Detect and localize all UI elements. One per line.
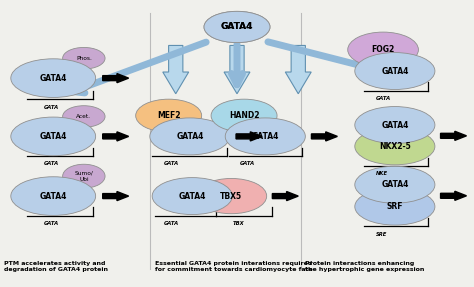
Ellipse shape — [196, 179, 267, 214]
Ellipse shape — [204, 11, 270, 42]
Text: NKX2-5: NKX2-5 — [379, 142, 411, 151]
Text: GATA: GATA — [239, 161, 255, 166]
Text: NKE: NKE — [376, 171, 388, 176]
Text: SRF: SRF — [387, 202, 403, 211]
Text: GATA4: GATA4 — [221, 22, 253, 32]
FancyArrow shape — [103, 132, 128, 141]
Text: HAND2: HAND2 — [229, 111, 259, 120]
Text: GATA: GATA — [44, 161, 59, 166]
Text: GATA4: GATA4 — [176, 132, 203, 141]
Text: GATA4: GATA4 — [381, 121, 409, 129]
Text: GATA4: GATA4 — [252, 132, 279, 141]
FancyArrow shape — [236, 132, 262, 141]
Text: GATA4: GATA4 — [39, 74, 67, 83]
Text: GATA4: GATA4 — [381, 180, 409, 189]
Text: Protein interactions enhancing
the hypertrophic gene expression: Protein interactions enhancing the hyper… — [305, 261, 425, 272]
Text: GATA4: GATA4 — [221, 22, 253, 32]
Polygon shape — [224, 45, 250, 94]
Text: Acet.: Acet. — [76, 114, 91, 119]
Text: Essential GATA4 protein interations required
for commitment towards cardiomyocyt: Essential GATA4 protein interations requ… — [155, 261, 312, 272]
Ellipse shape — [355, 53, 435, 90]
Ellipse shape — [204, 11, 270, 42]
Ellipse shape — [355, 128, 435, 165]
Text: GATA4: GATA4 — [179, 192, 206, 201]
Ellipse shape — [63, 164, 105, 188]
Text: GATA4: GATA4 — [381, 67, 409, 75]
Text: TBX: TBX — [232, 221, 244, 226]
Ellipse shape — [348, 32, 419, 67]
Polygon shape — [285, 45, 311, 94]
Ellipse shape — [211, 99, 277, 132]
Text: TBX5: TBX5 — [220, 192, 242, 201]
Text: FOG2: FOG2 — [372, 45, 395, 54]
Ellipse shape — [152, 178, 232, 215]
Text: Sumo/
Ubi: Sumo/ Ubi — [74, 171, 93, 182]
FancyArrow shape — [440, 191, 466, 200]
Text: SRE: SRE — [376, 232, 387, 236]
Ellipse shape — [11, 59, 96, 98]
Polygon shape — [163, 45, 189, 94]
Ellipse shape — [225, 118, 305, 155]
FancyArrow shape — [103, 73, 128, 83]
Text: GATA: GATA — [164, 161, 179, 166]
Text: GATA: GATA — [164, 221, 179, 226]
Text: GATA4: GATA4 — [39, 132, 67, 141]
Ellipse shape — [355, 166, 435, 203]
Ellipse shape — [11, 117, 96, 156]
Text: Phos.: Phos. — [76, 56, 92, 61]
Text: GATA: GATA — [44, 221, 59, 226]
Text: GATA: GATA — [376, 96, 391, 101]
FancyArrow shape — [103, 191, 128, 201]
FancyArrow shape — [440, 131, 466, 140]
Text: GATA: GATA — [44, 104, 59, 110]
FancyArrow shape — [273, 191, 298, 201]
Ellipse shape — [355, 188, 435, 225]
Text: MEF2: MEF2 — [157, 111, 181, 120]
Ellipse shape — [136, 99, 201, 132]
Text: PTM accelerates activity and
degradation of GATA4 protein: PTM accelerates activity and degradation… — [4, 261, 108, 272]
FancyArrow shape — [311, 132, 337, 141]
Ellipse shape — [11, 177, 96, 216]
Ellipse shape — [355, 106, 435, 144]
Ellipse shape — [150, 118, 230, 155]
Text: GATA4: GATA4 — [39, 192, 67, 201]
Ellipse shape — [63, 106, 105, 127]
Ellipse shape — [63, 47, 105, 69]
